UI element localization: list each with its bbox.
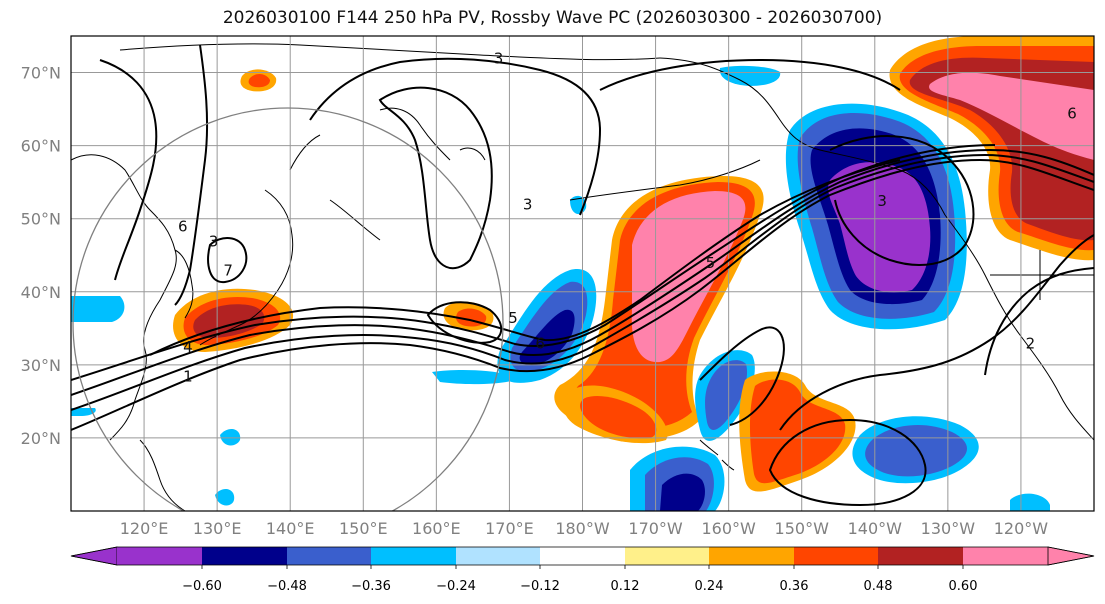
pv-contour-label-10: 3 — [877, 192, 887, 210]
pv-contour-3 — [71, 148, 1094, 396]
lon-label-9: 150°W — [775, 519, 830, 538]
colorbar-tick-labels: −0.60 −0.48 −0.36 −0.24 −0.12 0.12 0.24 0.36 0.4… — [182, 565, 977, 594]
colorbar — [70, 546, 1095, 566]
lon-label-3: 150°E — [339, 519, 388, 538]
pv-contour-5 — [149, 159, 901, 356]
latitude-labels: 20°N 30°N 40°N 50°N 60°N 70°N — [21, 64, 61, 448]
pv-contour-label-12: 2 — [1026, 335, 1036, 353]
coast-sakhalin-kuril — [289, 134, 381, 241]
pv-contour-label-0: 6 — [178, 218, 188, 236]
pv-contour-1 — [71, 158, 1094, 431]
pv-contour-label-5: 5 — [508, 309, 518, 327]
pv-contour-label-11: 6 — [1067, 104, 1077, 122]
pv-contour-2 — [71, 153, 1094, 411]
pv-contour-arctic — [599, 58, 901, 91]
coast-aleutians — [569, 159, 761, 201]
coast-arctic-siberia — [119, 43, 661, 61]
pv-contours — [71, 44, 1094, 507]
coast-asia-east — [71, 154, 177, 441]
lon-label-7: 170°W — [628, 519, 683, 538]
colorbar-segment-1 — [202, 547, 287, 565]
colorbar-tick-label-4: −0.12 — [520, 579, 560, 594]
coast-north-america-west — [944, 214, 1094, 441]
pv-contour-subtropical-loop — [768, 418, 927, 507]
lat-label-3: 50°N — [21, 210, 61, 229]
coast-philippines — [139, 439, 186, 511]
colorbar-tick-label-9: 0.60 — [949, 579, 978, 594]
pv-contour-trough-170e — [378, 86, 493, 270]
pv-contour-label-2: 7 — [223, 262, 233, 280]
colorbar-extend-left — [70, 546, 118, 566]
chart-title: 2026030100 F144 250 hPa PV, Rossby Wave … — [222, 8, 883, 28]
coast-hawaii — [699, 439, 735, 471]
colorbar-tick-label-3: −0.24 — [436, 579, 476, 594]
colorbar-segment-5 — [540, 547, 625, 565]
pv-contour-label-7: 3 — [523, 196, 533, 214]
pv-anomaly-shading — [71, 36, 1094, 511]
pv-contour-label-1: 3 — [209, 232, 219, 250]
lon-label-2: 140°E — [266, 519, 315, 538]
lon-label-12: 120°W — [994, 519, 1049, 538]
colorbar-segment-7 — [709, 547, 794, 565]
coast-korea — [174, 249, 194, 319]
great-circle-outline — [72, 107, 504, 511]
pv-contour-label-9: 5 — [706, 254, 716, 272]
coast-kamchatka — [379, 107, 486, 161]
pv-contour-subtropical-ne — [779, 234, 1094, 431]
colorbar-segment-9 — [878, 547, 963, 565]
pv-contour-small-165e — [426, 301, 503, 344]
pv-contour-loop-japan — [207, 237, 248, 284]
pv-contour-label-3: 4 — [183, 338, 193, 356]
colorbar-segment-10 — [963, 547, 1048, 565]
pv-contour-label-8: 3 — [494, 50, 504, 68]
colorbar-tick-label-0: −0.60 — [182, 579, 222, 594]
colorbar-tick-label-5: 0.12 — [611, 579, 640, 594]
pv-contour-east-loop — [699, 326, 785, 426]
colorbar-extend-right — [1047, 546, 1095, 566]
pv-contour-label-4: 1 — [183, 367, 193, 385]
colorbar-tick-label-6: 0.24 — [695, 579, 724, 594]
colorbar-segment-3 — [371, 547, 456, 565]
lon-label-6: 180°W — [555, 519, 610, 538]
lon-label-10: 140°W — [848, 519, 903, 538]
colorbar-segment-4 — [456, 547, 540, 565]
pv-contour-ridge-west — [174, 44, 209, 306]
lon-label-0: 120°E — [120, 519, 169, 538]
lat-label-1: 30°N — [21, 356, 61, 375]
lat-label-2: 40°N — [21, 283, 61, 302]
lat-label-0: 20°N — [21, 429, 61, 448]
pv-contour-west-na — [984, 267, 1094, 376]
lat-label-4: 60°N — [21, 137, 61, 156]
lon-label-5: 170°E — [485, 519, 534, 538]
plot-border — [70, 35, 1095, 512]
pv-contour-north-ridge — [309, 57, 602, 216]
pv-contour-siberia — [99, 59, 158, 281]
colorbar-tick-label-2: −0.36 — [351, 579, 391, 594]
lon-label-1: 130°E — [193, 519, 242, 538]
pv-contour-gulf-loop — [829, 135, 975, 266]
colorbar-tick-label-8: 0.48 — [864, 579, 893, 594]
lon-label-8: 160°W — [701, 519, 756, 538]
lon-label-4: 160°E — [412, 519, 461, 538]
colorbar-outline — [70, 546, 1095, 566]
colorbar-segment-2 — [287, 547, 371, 565]
longitude-labels: 120°E 130°E 140°E 150°E 160°E 170°E 180°W 170°W… — [120, 519, 1049, 538]
colorbar-tick-label-1: −0.48 — [267, 579, 307, 594]
colorbar-segment-0 — [117, 547, 202, 565]
colorbar-tick-label-7: 0.36 — [780, 579, 809, 594]
colorbar-segment-6 — [625, 547, 709, 565]
pv-contour-label-6: 6 — [535, 335, 545, 353]
lon-label-11: 130°W — [921, 519, 976, 538]
lat-label-5: 70°N — [21, 64, 61, 83]
colorbar-segment-8 — [794, 547, 878, 565]
gridlines — [71, 36, 1094, 511]
